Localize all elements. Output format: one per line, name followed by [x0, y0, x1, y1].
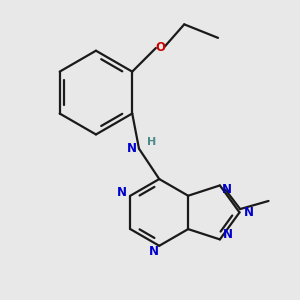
Text: N: N	[117, 186, 127, 199]
Text: H: H	[146, 137, 156, 147]
Text: N: N	[244, 206, 254, 219]
Text: O: O	[156, 41, 166, 55]
Text: N: N	[222, 183, 232, 196]
Text: N: N	[127, 142, 137, 155]
Text: N: N	[223, 227, 233, 241]
Text: N: N	[149, 245, 159, 258]
